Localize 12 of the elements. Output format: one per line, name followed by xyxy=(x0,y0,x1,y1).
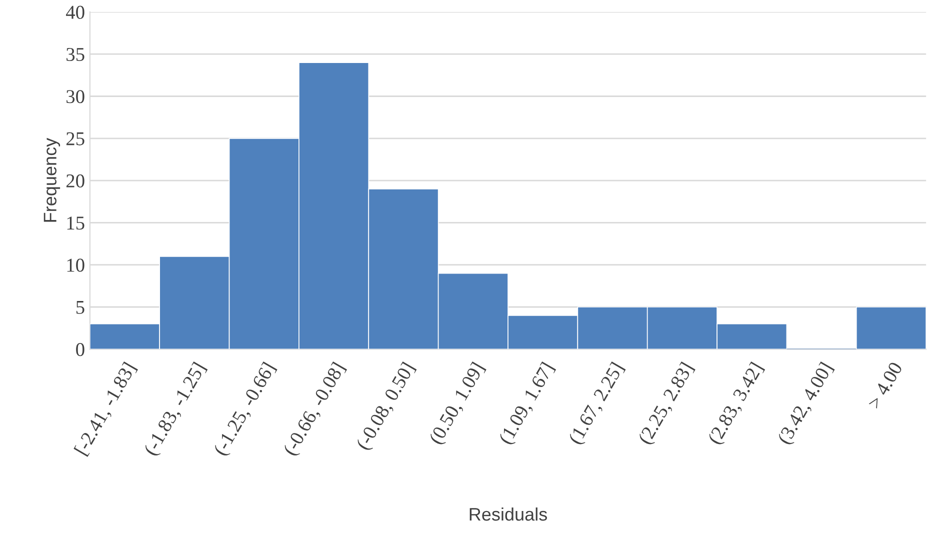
y-tick-label: 35 xyxy=(66,48,84,62)
y-tick-label: 15 xyxy=(67,216,84,230)
x-axis-title: Residuals xyxy=(470,507,547,521)
y-tick-label: 25 xyxy=(66,132,84,146)
y-axis-title: Frequency xyxy=(44,138,60,222)
y-tick-label: 30 xyxy=(66,90,84,104)
x-tick-label: > 4.00 xyxy=(867,361,903,410)
y-tick-label: 5 xyxy=(76,301,84,314)
y-tick-label: 20 xyxy=(66,174,84,188)
y-tick-label: 0 xyxy=(76,342,84,356)
y-tick-label: 40 xyxy=(66,6,84,19)
y-tick-label: 10 xyxy=(67,258,84,272)
